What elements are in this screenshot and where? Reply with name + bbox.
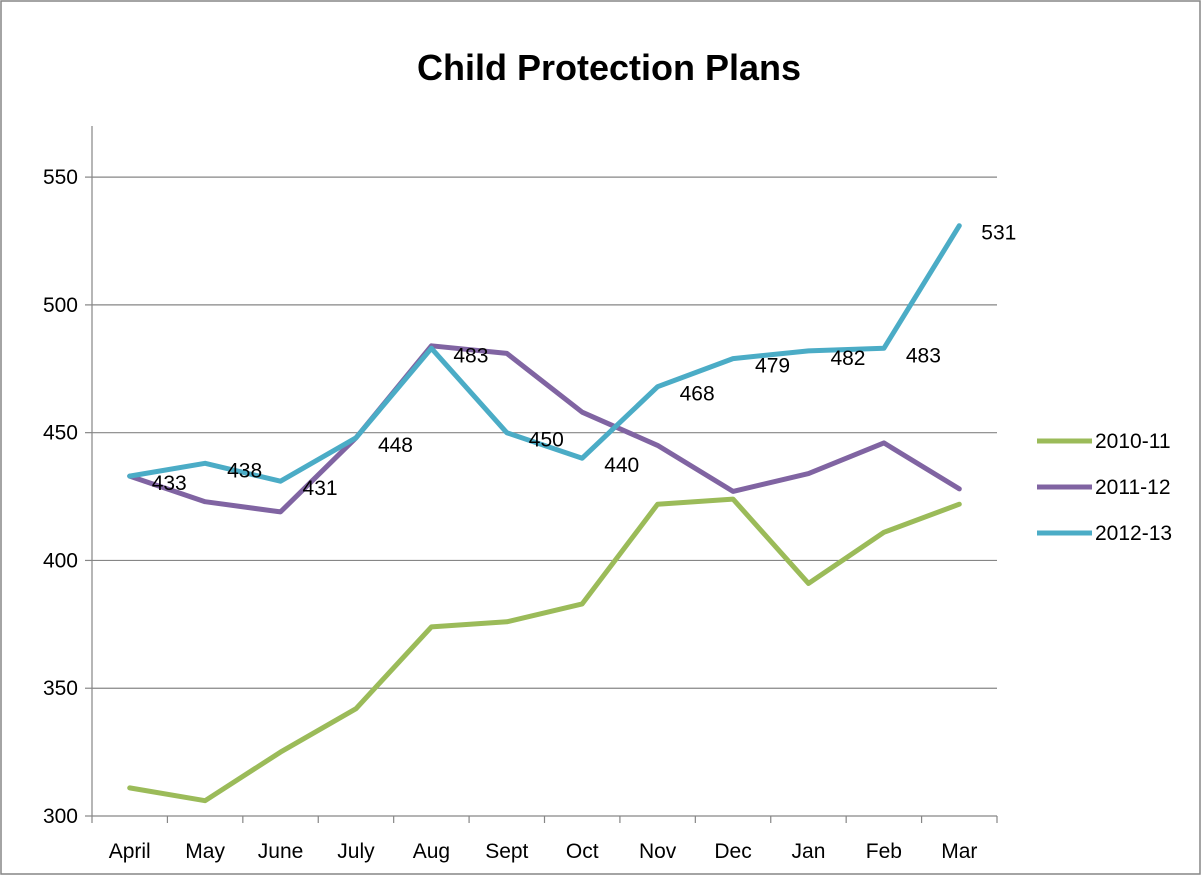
series-lines: [127, 223, 962, 804]
data-label: 483: [453, 344, 488, 367]
series-line-2011-12: [127, 343, 962, 515]
data-label: 483: [906, 344, 941, 367]
x-tick-label: June: [258, 840, 304, 863]
x-tick-label: Oct: [566, 840, 599, 863]
x-tick-label: July: [337, 840, 375, 863]
legend-label: 2011-12: [1095, 476, 1171, 499]
data-label: 482: [830, 347, 865, 370]
y-tick-label: 500: [43, 294, 78, 317]
series-line-2010-11: [127, 496, 962, 804]
data-label: 438: [227, 459, 262, 482]
data-label: 468: [680, 383, 715, 406]
x-tick-label: Aug: [413, 840, 450, 863]
legend-label: 2010-11: [1095, 430, 1171, 453]
data-label: 531: [981, 222, 1016, 245]
y-tick-label: 350: [43, 677, 78, 700]
legend-label: 2012-13: [1095, 522, 1172, 545]
x-tick-label: Mar: [941, 840, 977, 863]
data-label: 431: [303, 477, 338, 500]
x-tick-label: Sept: [485, 840, 528, 863]
axes: 300 350 400 450 500 550 April May June July Aug Sep…: [43, 126, 998, 863]
chart-title: Child Protection Plans: [417, 47, 801, 88]
series-line-2012-13: [127, 223, 962, 484]
data-label: 448: [378, 434, 413, 457]
data-label: 433: [152, 472, 187, 495]
y-tick-label: 400: [43, 549, 78, 572]
y-tick-label: 450: [43, 422, 78, 445]
x-tick-label: Feb: [866, 840, 902, 863]
y-tick-label: 550: [43, 166, 78, 189]
x-tick-label: Dec: [714, 840, 751, 863]
y-tick-label: 300: [43, 805, 78, 828]
x-tick-label: April: [109, 840, 151, 863]
data-label: 479: [755, 355, 790, 378]
legend: 2010-11 2011-12 2012-13: [1037, 430, 1172, 545]
data-labels: 433 438 431 448 483 450 440 468 479 482 483 531: [152, 222, 1017, 501]
x-tick-label: Nov: [639, 840, 677, 863]
data-label: 450: [529, 429, 564, 452]
x-tick-label: Jan: [792, 840, 826, 863]
x-tick-label: May: [185, 840, 225, 863]
data-label: 440: [604, 454, 639, 477]
